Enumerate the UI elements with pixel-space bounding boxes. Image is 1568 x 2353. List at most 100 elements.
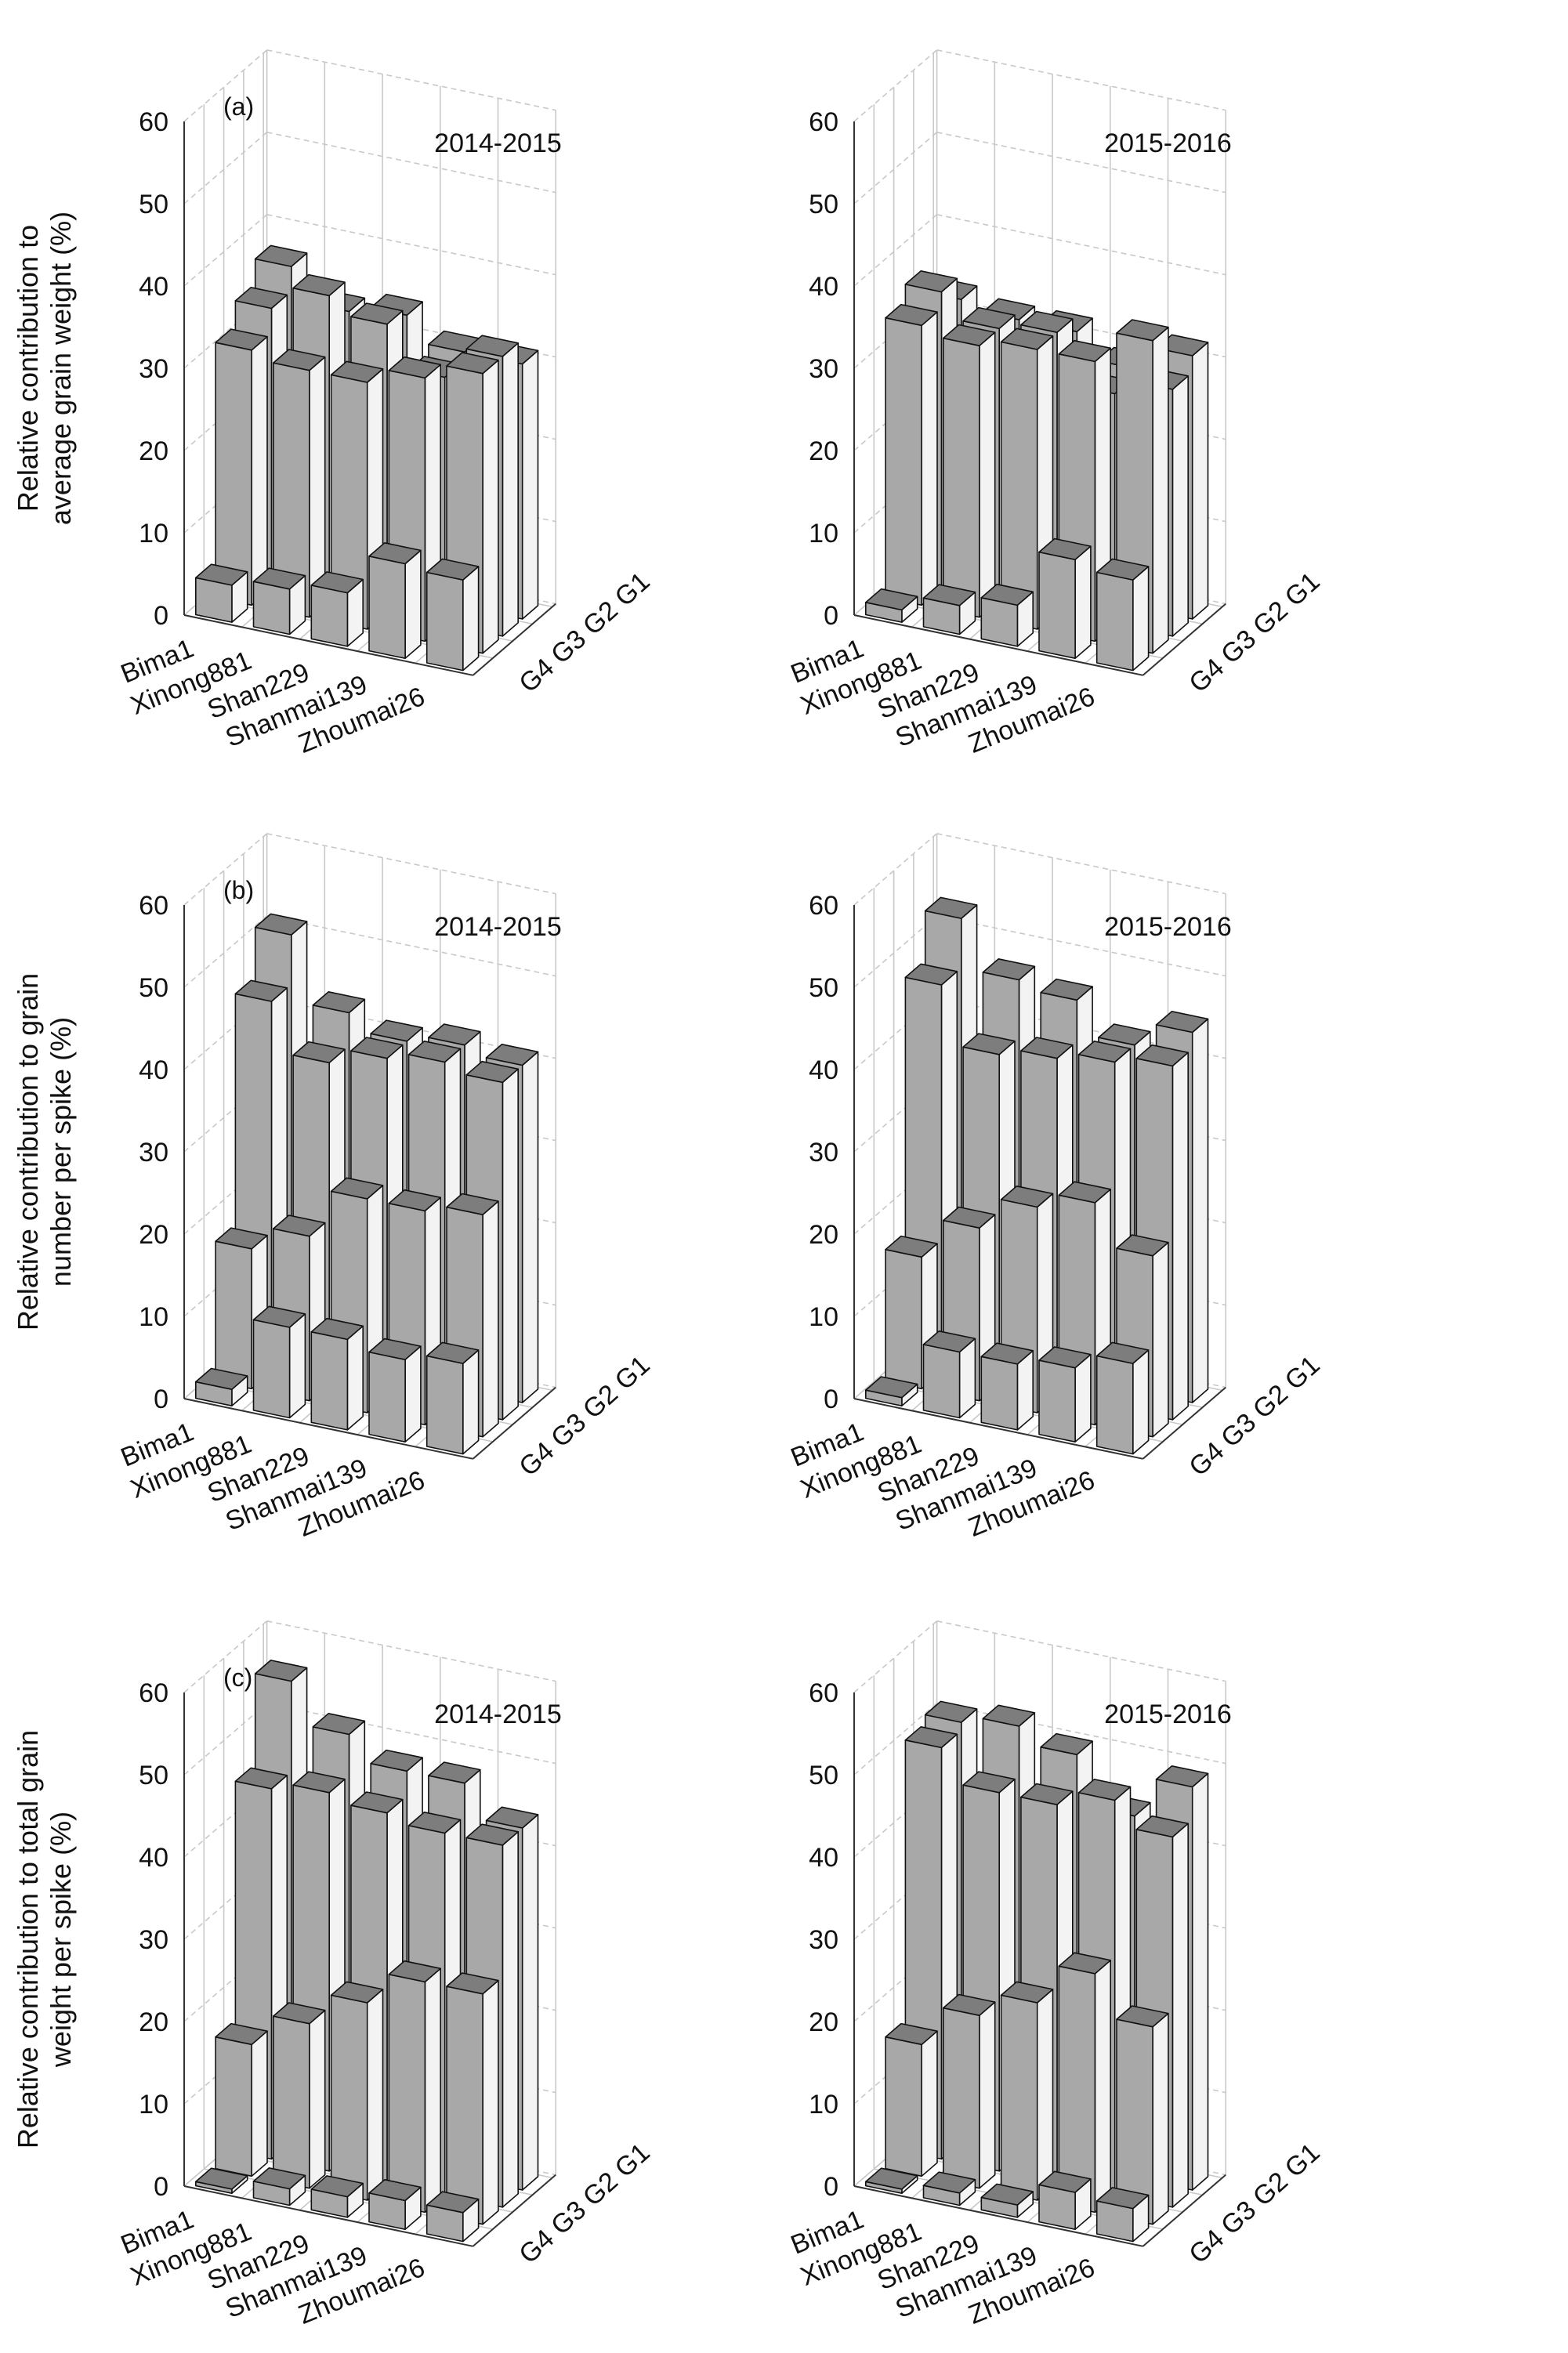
bar-top-face bbox=[215, 1227, 268, 1250]
y-tick-label: 30 bbox=[139, 1925, 168, 1955]
panel-label: (b) bbox=[223, 876, 254, 904]
bar-top-face bbox=[1020, 1037, 1074, 1059]
bar-top-face bbox=[425, 558, 480, 581]
bar-G4-Shan229 bbox=[310, 571, 364, 647]
panel-label: (a) bbox=[223, 92, 254, 121]
x-axis-line bbox=[183, 1398, 473, 1460]
depth-axis-line bbox=[1142, 603, 1226, 676]
bar-G4-Zhoumai26 bbox=[1095, 1341, 1150, 1455]
bar-G3-Shanmai139 bbox=[388, 1960, 442, 2214]
bar-top-face bbox=[234, 1767, 288, 1790]
bar-G4-Shanmai139 bbox=[1038, 1346, 1092, 1443]
y-tick-label: 10 bbox=[139, 1302, 168, 1332]
bar-G4-Bima1 bbox=[865, 2167, 918, 2194]
back-wall-gridline bbox=[266, 49, 556, 111]
bar-top-face bbox=[330, 1177, 384, 1200]
bar-top-face bbox=[407, 1812, 462, 1834]
bar-side-face bbox=[1191, 1018, 1209, 1403]
y-tick-label: 10 bbox=[809, 1302, 838, 1332]
y-tick-label: 50 bbox=[139, 1761, 168, 1790]
bar-side-face bbox=[251, 335, 268, 606]
y-tick-label: 0 bbox=[154, 2172, 168, 2202]
bar-top-face bbox=[904, 963, 958, 986]
bar-top-face bbox=[272, 1215, 326, 1237]
bar-top-face bbox=[310, 571, 364, 594]
bar-side-face bbox=[921, 2030, 938, 2177]
bar-top-face bbox=[1135, 1044, 1189, 1067]
bar-side-face bbox=[1152, 2012, 1169, 2225]
chart-panel-3: 0102030405060Bima1Xinong881Shan229Shanma… bbox=[12, 833, 656, 1543]
bar-top-face bbox=[885, 1235, 938, 1258]
bar-G3-Bima1 bbox=[885, 2022, 938, 2177]
bar-G3-Shan229 bbox=[1000, 1981, 1054, 2201]
y-axis-title-line-2: number per spike (%) bbox=[45, 1017, 77, 1287]
bar-top-face bbox=[272, 2002, 326, 2025]
bar-front-face bbox=[446, 1986, 483, 2225]
bar-top-face bbox=[865, 588, 918, 611]
bar-top-face bbox=[350, 1791, 404, 1814]
bar-top-face bbox=[924, 1700, 978, 1723]
bar-front-face bbox=[330, 1994, 368, 2201]
bar-side-face bbox=[1074, 1353, 1092, 1443]
bar-side-face bbox=[1036, 1989, 1054, 2201]
bar-G4-Xinong881 bbox=[252, 1305, 306, 1419]
bar-side-face bbox=[1171, 1823, 1189, 2208]
bar-top-face bbox=[234, 979, 288, 1002]
bar-top-face bbox=[368, 541, 422, 565]
bar-top-face bbox=[234, 286, 288, 310]
bar-side-face bbox=[251, 2030, 268, 2177]
y-axis-title-line-2: weight per spike (%) bbox=[45, 1812, 77, 2068]
bar-top-face bbox=[943, 1993, 996, 2016]
bar-top-face bbox=[1095, 558, 1150, 581]
x-axis-line bbox=[853, 1398, 1143, 1460]
y-tick-label: 10 bbox=[809, 519, 838, 548]
y-tick-label: 50 bbox=[809, 1761, 838, 1790]
y-tick-label: 60 bbox=[139, 891, 168, 921]
bar-front-face bbox=[215, 1240, 253, 1390]
bar-G4-Xinong881 bbox=[922, 2171, 976, 2206]
bar-top-face bbox=[252, 2167, 306, 2190]
bar-top-face bbox=[1077, 1041, 1132, 1063]
depth-axis-line bbox=[1142, 2174, 1226, 2247]
bar-side-face bbox=[404, 549, 422, 660]
y-tick-label: 60 bbox=[809, 107, 838, 137]
depth-axis-line bbox=[1142, 1386, 1226, 1460]
y-tick-label: 40 bbox=[809, 1843, 838, 1873]
bar-side-face bbox=[366, 1989, 384, 2201]
bar-top-face bbox=[272, 349, 326, 371]
back-wall-gridline bbox=[266, 915, 556, 977]
bar-top-face bbox=[292, 1771, 346, 1794]
y-tick-label: 20 bbox=[139, 1220, 168, 1250]
bar-side-face bbox=[309, 2009, 326, 2189]
x-axis-line bbox=[183, 614, 473, 676]
bar-top-face bbox=[370, 1019, 423, 1042]
bar-G4-Xinong881 bbox=[922, 1330, 976, 1419]
bar-front-face bbox=[980, 1356, 1019, 1431]
y-tick-label: 10 bbox=[809, 2090, 838, 2120]
bar-side-face bbox=[979, 2001, 996, 2189]
bar-G4-Shanmai139 bbox=[1038, 2170, 1092, 2230]
bar-G4-Shan229 bbox=[310, 1317, 364, 1431]
bar-G4-Bima1 bbox=[195, 1367, 248, 1406]
bar-top-face bbox=[215, 328, 268, 351]
back-wall-gridline bbox=[936, 1620, 1226, 1682]
bar-top-face bbox=[980, 583, 1034, 606]
bar-top-face bbox=[425, 1341, 480, 1364]
bar-top-face bbox=[388, 1189, 442, 1212]
bar-front-face bbox=[885, 1248, 922, 1390]
bar-side-face bbox=[521, 349, 539, 620]
y-tick-label: 20 bbox=[809, 436, 838, 466]
bar-top-face bbox=[292, 1041, 346, 1064]
bar-top-face bbox=[865, 2167, 918, 2190]
bar-top-face bbox=[292, 273, 346, 297]
y-tick-label: 40 bbox=[139, 1055, 168, 1085]
y-tick-label: 20 bbox=[139, 2007, 168, 2037]
bar-side-face bbox=[424, 1967, 442, 2214]
bar-top-face bbox=[922, 584, 976, 606]
y-tick-label: 50 bbox=[139, 973, 168, 1003]
year-label: 2015-2016 bbox=[1104, 129, 1232, 158]
y-tick-label: 50 bbox=[139, 190, 168, 219]
bar-top-face bbox=[1020, 1783, 1074, 1805]
bar-front-face bbox=[1095, 1355, 1134, 1455]
back-wall-gridline bbox=[936, 49, 1226, 111]
